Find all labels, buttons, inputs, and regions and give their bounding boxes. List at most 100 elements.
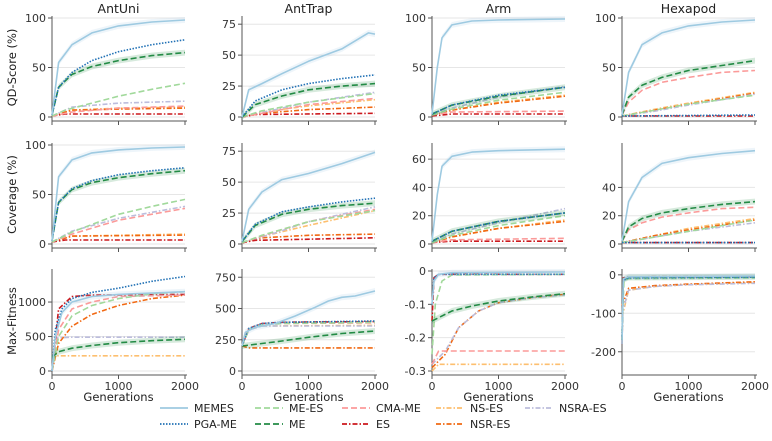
y-tick-label: 100 bbox=[25, 12, 46, 25]
series-line-pga-me bbox=[621, 114, 756, 117]
series-line-me bbox=[241, 82, 376, 118]
series-line-me bbox=[241, 202, 376, 243]
y-axis-label: Max-Fitness bbox=[5, 287, 19, 355]
series-line-ns-es bbox=[431, 363, 565, 372]
x-axis-label: Generations bbox=[463, 390, 533, 404]
legend-item-cma-me: CMA-ME bbox=[342, 402, 421, 415]
band-me bbox=[52, 49, 185, 119]
y-tick-label: 50 bbox=[222, 49, 236, 62]
y-tick-label: -0.1 bbox=[405, 298, 426, 311]
y-tick-label: 500 bbox=[215, 303, 236, 316]
y-axis-label: QD-Score (%) bbox=[5, 29, 19, 107]
legend-label: NSR-ES bbox=[470, 418, 510, 431]
series-line-nsr-es bbox=[431, 293, 566, 369]
y-tick-label: 0 bbox=[419, 111, 426, 124]
series-line-cma-me bbox=[241, 97, 376, 118]
series-line-memes bbox=[431, 148, 566, 242]
series-line-memes bbox=[51, 290, 186, 372]
series-line-me bbox=[621, 200, 756, 242]
panel-0-1: 0 25 50 75 AntTrap bbox=[222, 1, 377, 125]
panel-1-3: 0 20 40 bbox=[602, 143, 757, 252]
series-line-me-es bbox=[51, 82, 186, 117]
y-tick-label: -200 bbox=[591, 346, 616, 359]
series-line-cma-me bbox=[621, 206, 756, 242]
series-line-memes bbox=[431, 18, 566, 115]
y-tick-label: 20 bbox=[602, 210, 616, 223]
y-tick-label: 0 bbox=[229, 365, 236, 378]
series-line-me-es bbox=[621, 219, 756, 244]
series-line-pga-me bbox=[621, 276, 756, 337]
panel-0-0: 0 50 100 AntUni QD-Score (%) bbox=[5, 1, 187, 125]
series-line-pga-me bbox=[241, 320, 376, 347]
band-me bbox=[432, 209, 565, 245]
series-line-nsra-es bbox=[431, 294, 566, 365]
series-line-es bbox=[241, 237, 376, 244]
legend-item-pga-me: PGA-ME bbox=[160, 418, 237, 431]
y-tick-label: 1000 bbox=[18, 296, 46, 309]
y-tick-label: 50 bbox=[602, 62, 616, 75]
y-tick-label: -0.3 bbox=[405, 365, 426, 378]
legend-label: CMA-ME bbox=[376, 402, 421, 415]
series-line-nsra-es bbox=[621, 282, 756, 314]
series-line-me-es bbox=[431, 214, 566, 244]
x-axis-label: Generations bbox=[653, 390, 723, 404]
y-tick-label: 60 bbox=[412, 153, 426, 166]
band-me bbox=[622, 198, 755, 245]
x-tick-label: 1000 bbox=[485, 380, 513, 393]
series-line-cma-me bbox=[51, 207, 186, 243]
band-me bbox=[52, 336, 185, 361]
legend-item-nsr-es: NSR-ES bbox=[436, 418, 510, 431]
series-line-me bbox=[51, 338, 186, 358]
x-tick-label: 1000 bbox=[675, 380, 703, 393]
y-tick-label: 0 bbox=[39, 238, 46, 251]
series-line-memes bbox=[51, 19, 186, 116]
series-line-nsr-es bbox=[241, 233, 376, 244]
series-line-me-es bbox=[241, 209, 376, 244]
band-memes bbox=[242, 29, 375, 120]
legend-item-memes: MEMES bbox=[160, 402, 234, 415]
y-tick-label: 0 bbox=[39, 365, 46, 378]
series-line-nsr-es bbox=[431, 220, 566, 244]
x-tick-label: 0 bbox=[429, 380, 436, 393]
series-line-pga-me bbox=[241, 74, 376, 118]
panel-2-0: 0 500 1000 0 1000 2000 Generations Max-Fitness bbox=[5, 269, 199, 404]
series-line-pga-me bbox=[431, 212, 566, 242]
series-line-memes bbox=[241, 290, 376, 347]
y-tick-label: 100 bbox=[595, 12, 616, 25]
band-me bbox=[622, 57, 755, 118]
panel-title: AntUni bbox=[98, 1, 140, 16]
panel-2-1: 0 250 500 750 0 1000 2000 Generations bbox=[215, 269, 389, 404]
series-line-cma-me bbox=[621, 69, 756, 116]
series-line-me-es bbox=[51, 198, 186, 243]
x-tick-label: 2000 bbox=[361, 380, 389, 393]
y-tick-label: 100 bbox=[25, 139, 46, 152]
series-line-pga-me bbox=[51, 275, 186, 372]
y-tick-label: 0 bbox=[419, 265, 426, 278]
series-line-memes bbox=[431, 271, 566, 305]
series-line-ns-es bbox=[621, 217, 756, 244]
series-line-me-es bbox=[621, 94, 756, 117]
series-line-pga-me bbox=[51, 167, 186, 242]
series-line-es bbox=[51, 293, 186, 372]
y-tick-label: 25 bbox=[222, 207, 236, 220]
y-tick-label: -0.2 bbox=[405, 332, 426, 345]
panel-title: AntTrap bbox=[285, 1, 333, 16]
y-tick-label: 100 bbox=[405, 12, 426, 25]
band-me bbox=[242, 328, 375, 349]
series-line-nsra-es bbox=[51, 336, 185, 372]
legend-item-me: ME bbox=[255, 418, 305, 431]
y-tick-label: 25 bbox=[222, 80, 236, 93]
series-line-ns-es bbox=[51, 355, 185, 372]
x-tick-label: 2000 bbox=[741, 380, 769, 393]
series-line-me-es bbox=[431, 91, 566, 116]
legend-label: ES bbox=[376, 418, 390, 431]
y-tick-label: 0 bbox=[609, 111, 616, 124]
y-tick-label: 0 bbox=[609, 269, 616, 282]
series-line-cma-me bbox=[431, 350, 565, 365]
y-tick-label: 50 bbox=[32, 189, 46, 202]
series-line-memes bbox=[621, 149, 756, 242]
x-tick-label: 0 bbox=[619, 380, 626, 393]
series-line-pga-me bbox=[431, 86, 566, 115]
series-line-me-es bbox=[241, 321, 376, 347]
